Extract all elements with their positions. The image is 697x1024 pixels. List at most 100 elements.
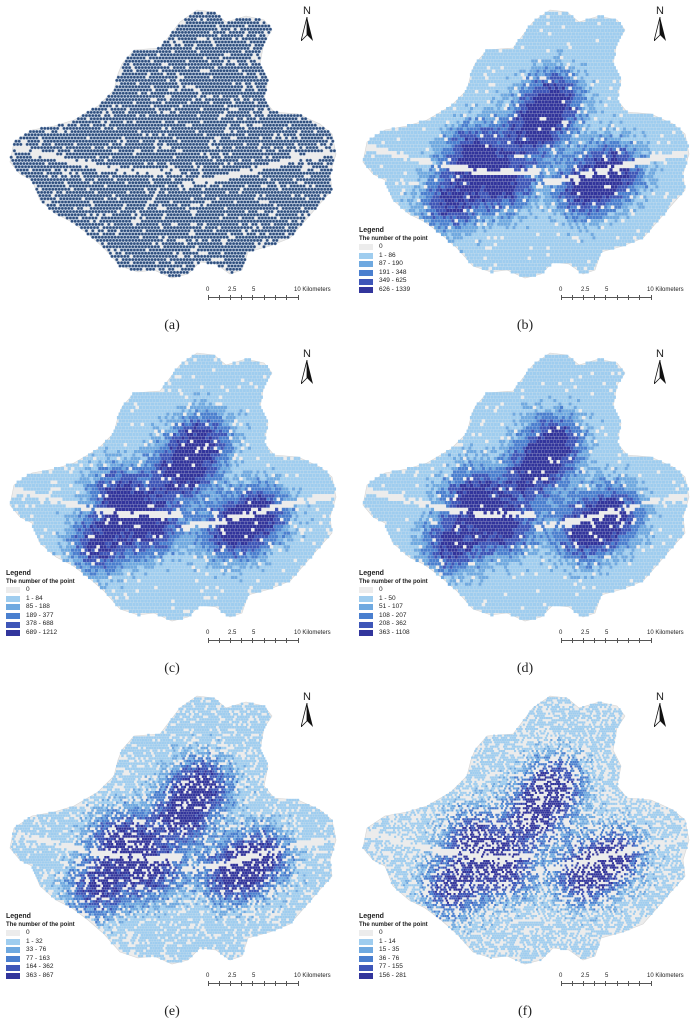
scale-bar: 0 2.5 5 10 Kilometers [206, 630, 338, 654]
scale-label: 10 Kilometers [294, 973, 331, 979]
legend-entry-label: 51 - 107 [379, 603, 403, 612]
legend-entry: 164 - 362 [6, 963, 75, 972]
legend-entry-label: 363 - 1108 [379, 629, 410, 638]
legend-entry: 15 - 35 [359, 946, 428, 955]
legend-entry: 108 - 207 [359, 612, 428, 621]
map-canvas [362, 695, 690, 965]
legend-entry-label: 108 - 207 [379, 612, 406, 621]
legend-subtitle: The number of the point [359, 578, 428, 586]
legend-swatch [6, 630, 20, 637]
legend-swatch [6, 604, 20, 611]
scale-tick [651, 638, 652, 643]
scale-tick [561, 295, 562, 300]
scale-line [208, 983, 298, 984]
map-panel-c: N Legend The number of the point 0 1 - 84 85 … [2, 345, 342, 681]
scale-tick [605, 638, 606, 643]
scale-tick [298, 981, 299, 986]
legend-entry: 77 - 163 [6, 955, 75, 964]
legend-entry-label: 164 - 362 [26, 963, 53, 972]
legend-swatch [359, 938, 373, 945]
north-arrow-icon [301, 360, 313, 384]
scale-tick [219, 638, 220, 643]
north-arrow: N [297, 349, 317, 384]
north-arrow: N [297, 692, 317, 727]
legend-title: Legend [359, 227, 428, 235]
legend-entry: 349 - 625 [359, 277, 428, 286]
scale-tick [264, 638, 265, 643]
north-label: N [297, 6, 317, 17]
legend-entry-label: 1 - 32 [26, 938, 43, 947]
legend-swatch [6, 595, 20, 602]
legend-entry: 208 - 362 [359, 620, 428, 629]
legend-entry-label: 15 - 35 [379, 946, 399, 955]
north-label: N [297, 692, 317, 703]
scale-tick [651, 981, 652, 986]
scale-tick [298, 638, 299, 643]
scale-tick [208, 638, 209, 643]
legend-entry: 0 [359, 586, 428, 595]
map-legend: Legend The number of the point 0 1 - 84 85 -… [6, 570, 75, 638]
scale-label: 10 Kilometers [294, 630, 331, 636]
legend-subtitle: The number of the point [6, 578, 75, 586]
legend-entry: 1 - 14 [359, 938, 428, 947]
legend-entry: 378 - 688 [6, 620, 75, 629]
scale-tick [583, 295, 584, 300]
scale-line [208, 640, 298, 641]
panel-caption: (b) [355, 318, 695, 334]
north-arrow-icon [301, 17, 313, 41]
map-features [362, 354, 690, 620]
legend-swatch [359, 270, 373, 277]
scale-label: 10 Kilometers [647, 287, 684, 293]
north-arrow: N [297, 6, 317, 41]
legend-swatch [359, 956, 373, 963]
legend-entry-label: 626 - 1339 [379, 286, 410, 295]
legend-entry-label: 156 - 281 [379, 972, 406, 981]
scale-tick [241, 295, 242, 300]
legend-swatch [6, 938, 20, 945]
scale-label: 0 [559, 630, 562, 636]
legend-title: Legend [359, 570, 428, 578]
legend-swatch [359, 613, 373, 620]
map-legend: Legend The number of the point 0 1 - 86 87 -… [359, 227, 428, 295]
legend-title: Legend [6, 913, 75, 921]
legend-entry-label: 378 - 688 [26, 620, 53, 629]
scale-bar: 0 2.5 5 10 Kilometers [206, 287, 338, 311]
legend-entry: 689 - 1212 [6, 629, 75, 638]
panel-caption: (e) [2, 1004, 342, 1020]
legend-swatch [359, 964, 373, 971]
legend-entry: 626 - 1339 [359, 286, 428, 295]
map-legend: Legend The number of the point 0 1 - 14 15 -… [359, 913, 428, 981]
north-label: N [650, 692, 670, 703]
legend-entry-label: 363 - 867 [26, 972, 53, 981]
scale-label: 2.5 [581, 287, 589, 293]
legend-entry-label: 77 - 163 [26, 955, 50, 964]
scale-label: 0 [206, 973, 209, 979]
scale-tick [628, 638, 629, 643]
scale-tick [628, 981, 629, 986]
map-canvas [362, 9, 690, 279]
scale-tick [219, 981, 220, 986]
scale-label: 2.5 [581, 630, 589, 636]
scale-label: 0 [206, 630, 209, 636]
scale-line [208, 297, 298, 298]
legend-entry: 0 [6, 586, 75, 595]
legend-swatch [359, 587, 373, 594]
legend-entry-label: 0 [26, 929, 30, 938]
map-features [9, 354, 337, 620]
scale-label: 0 [206, 287, 209, 293]
legend-entry: 87 - 190 [359, 260, 428, 269]
legend-swatch [6, 947, 20, 954]
legend-entry-label: 349 - 625 [379, 277, 406, 286]
legend-entry-label: 189 - 377 [26, 612, 53, 621]
scale-tick [252, 981, 253, 986]
panel-caption: (f) [355, 1004, 695, 1020]
legend-entry: 363 - 867 [6, 972, 75, 981]
scale-label: 2.5 [228, 973, 236, 979]
scale-tick [594, 295, 595, 300]
scale-tick [572, 638, 573, 643]
legend-entry-label: 689 - 1212 [26, 629, 57, 638]
legend-swatch [359, 621, 373, 628]
legend-entry-label: 0 [379, 243, 383, 252]
scale-tick [264, 981, 265, 986]
scale-tick [208, 981, 209, 986]
